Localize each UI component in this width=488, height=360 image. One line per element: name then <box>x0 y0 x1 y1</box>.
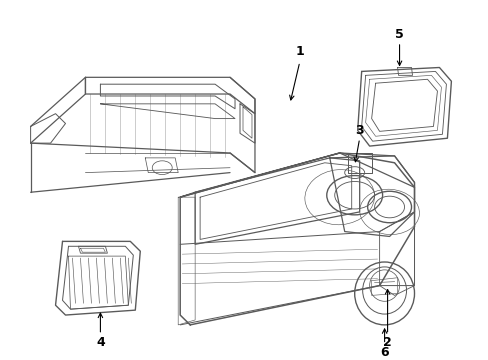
Text: 4: 4 <box>96 336 104 349</box>
Text: 3: 3 <box>355 124 363 137</box>
Text: 1: 1 <box>295 45 304 58</box>
Text: 2: 2 <box>383 336 391 349</box>
Text: 6: 6 <box>380 346 388 359</box>
Text: 5: 5 <box>394 28 403 41</box>
